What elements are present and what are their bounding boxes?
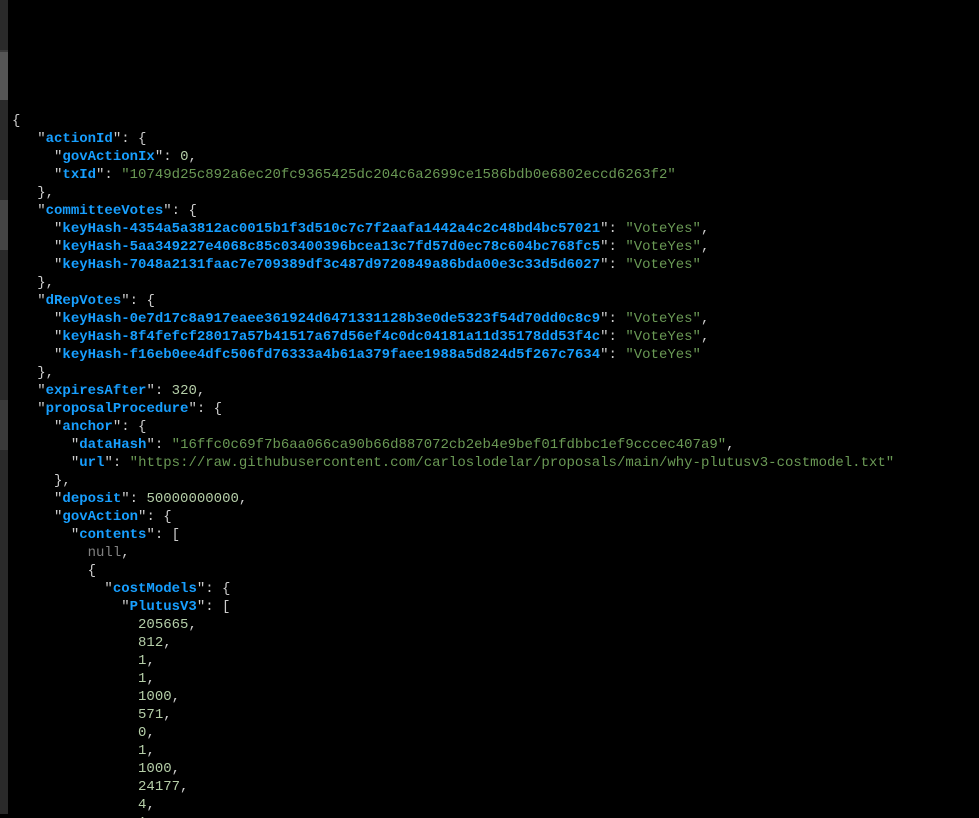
json-number: 205665 [138,617,188,633]
json-key: url [79,455,104,471]
json-string: VoteYes [634,239,693,255]
json-key: expiresAfter [46,383,147,399]
json-code-view: { "actionId": { "govActionIx": 0, "txId"… [12,112,979,818]
json-key: keyHash-4354a5a3812ac0015b1f3d510c7c7f2a… [62,221,600,237]
json-key: deposit [62,491,121,507]
json-key: keyHash-7048a2131faac7e709389df3c487d972… [62,257,600,273]
json-key: contents [79,527,146,543]
json-key: keyHash-5aa349227e4068c85c03400396bcea13… [62,239,600,255]
json-key: proposalProcedure [46,401,189,417]
json-key: keyHash-f16eb0ee4dfc506fd76333a4b61a379f… [62,347,600,363]
json-key: committeeVotes [46,203,164,219]
json-number: 50000000000 [146,491,238,507]
json-string: VoteYes [634,311,693,327]
json-string: https://raw.githubusercontent.com/carlos… [138,455,886,471]
json-key: anchor [62,419,112,435]
json-key: keyHash-0e7d17c8a917eaee361924d647133112… [62,311,600,327]
json-key: govAction [62,509,138,525]
json-null: null [88,545,122,561]
json-key: dataHash [79,437,146,453]
json-key: costModels [113,581,197,597]
json-string: VoteYes [634,347,693,363]
json-number: 24177 [138,779,180,795]
left-gutter [0,0,8,814]
json-key: govActionIx [62,149,154,165]
json-number: 1000 [138,689,172,705]
json-number: 812 [138,635,163,651]
json-number: 571 [138,707,163,723]
json-string: 16ffc0c69f7b6aa066ca90b66d887072cb2eb4e9… [180,437,718,453]
json-key: keyHash-8f4fefcf28017a57b41517a67d56ef4c… [62,329,600,345]
json-key: PlutusV3 [130,599,197,615]
json-number: 1000 [138,761,172,777]
json-key: dRepVotes [46,293,122,309]
json-string: VoteYes [634,257,693,273]
json-number: 1 [138,815,146,818]
json-key: txId [62,167,96,183]
json-string: VoteYes [634,329,693,345]
json-string: 10749d25c892a6ec20fc9365425dc204c6a2699c… [130,167,668,183]
json-number: 320 [172,383,197,399]
json-key: actionId [46,131,113,147]
json-string: VoteYes [634,221,693,237]
